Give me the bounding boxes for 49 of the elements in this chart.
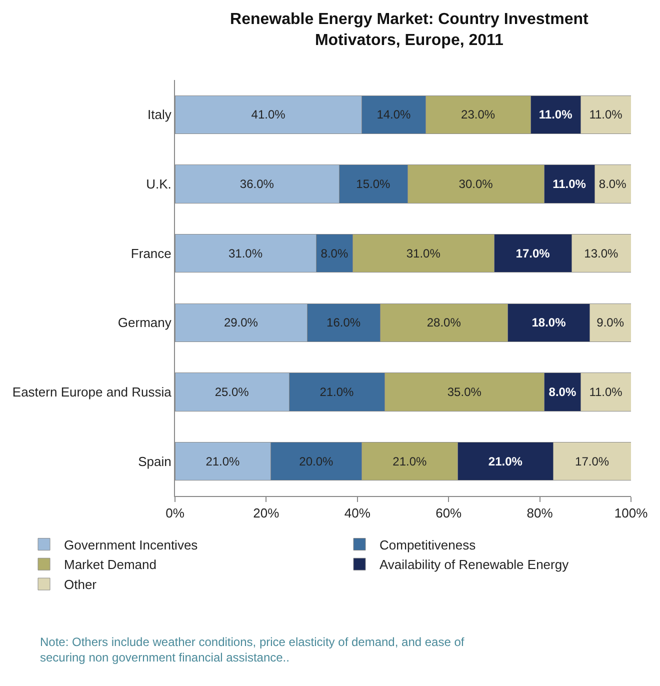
data-label: 30.0% (458, 177, 494, 191)
data-label: 29.0% (224, 316, 258, 330)
data-label: 21.0% (488, 454, 523, 468)
data-label: 11.0% (589, 108, 623, 122)
x-tick-label: 80% (526, 506, 554, 521)
data-label: 21.0% (320, 385, 354, 399)
x-tick-label: 40% (344, 506, 371, 521)
y-tick-label: Germany (118, 315, 172, 330)
legend-label: Government Incentives (64, 537, 198, 552)
data-label: 31.0% (228, 246, 263, 260)
data-label: 8.0% (598, 177, 627, 191)
data-label: 17.0% (575, 454, 610, 468)
data-label: 21.0% (392, 454, 428, 468)
chart-title: Renewable Energy Market: Country Investment Motivators, Europe, 2011 (230, 11, 590, 49)
legend-label: Competitiveness (380, 537, 476, 552)
y-tick-label: Eastern Europe and Russia (12, 384, 172, 400)
data-label: 14.0% (376, 108, 412, 122)
data-label: 11.0% (552, 177, 586, 191)
data-label: 18.0% (532, 316, 566, 330)
data-label: 31.0% (406, 246, 441, 260)
x-tick-label: 60% (436, 506, 462, 521)
legend-label: Other (64, 577, 98, 592)
data-label: 11.0% (538, 108, 573, 122)
data-label: 23.0% (461, 108, 496, 122)
y-tick-label: France (130, 246, 172, 261)
legend-label: Availability of Renewable Energy (380, 557, 570, 572)
data-label: 13.0% (584, 246, 619, 260)
data-label: 8.0% (320, 246, 348, 260)
data-label: 25.0% (214, 385, 250, 399)
data-label: 9.0% (596, 316, 624, 330)
data-label: 21.0% (206, 454, 240, 468)
data-label: 16.0% (326, 316, 361, 330)
y-tick-label: Spain (138, 454, 172, 469)
x-tick-label: 20% (253, 506, 280, 521)
data-label: 28.0% (426, 316, 462, 330)
data-label: 35.0% (447, 385, 482, 399)
legend-label: Market Demand (64, 557, 156, 572)
x-tick-label: 100% (614, 506, 648, 521)
data-label: 41.0% (251, 108, 286, 122)
text: Note: Others include weather conditions, price elasticity of demand, and ease of securing non government financial assistance.. (40, 635, 465, 665)
data-label: 8.0% (548, 385, 576, 399)
data-label: 17.0% (516, 246, 550, 260)
data-label: 36.0% (240, 177, 274, 191)
data-label: 11.0% (589, 385, 623, 399)
data-label: 15.0% (356, 177, 391, 191)
y-tick-label: Italy (148, 107, 172, 122)
y-tick-label: U.K. (146, 176, 172, 192)
x-tick-label: 0% (166, 506, 185, 521)
data-label: 20.0% (299, 454, 334, 468)
